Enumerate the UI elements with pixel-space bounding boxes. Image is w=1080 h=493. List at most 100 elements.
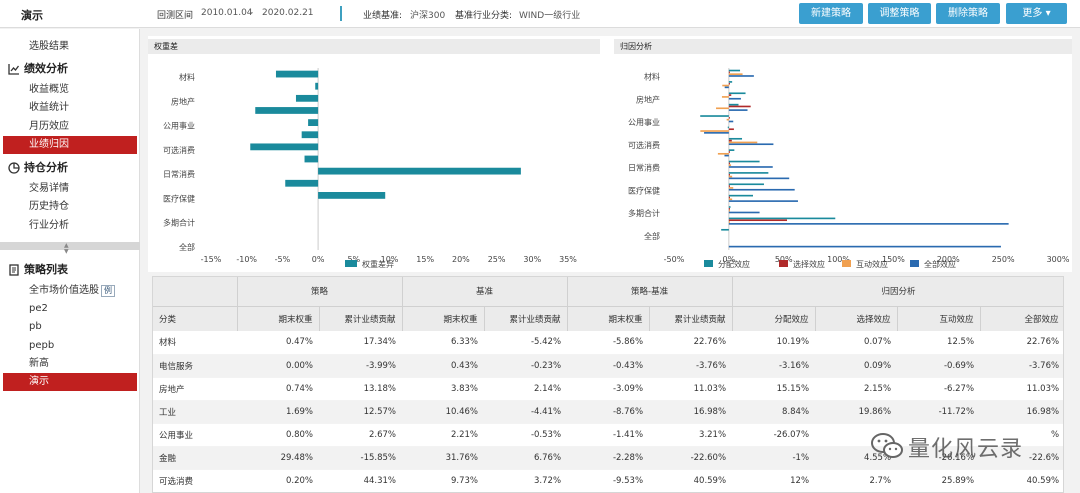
- table-cell: -0.53%: [484, 423, 568, 447]
- column-header: 期末权重: [567, 306, 650, 331]
- table-cell: -0.69%: [897, 354, 981, 378]
- sidebar-item-industry-analysis[interactable]: 行业分析: [29, 220, 69, 231]
- table-cell: 15.15%: [732, 377, 816, 401]
- table-row[interactable]: 电信服务 0.00% -3.99% 0.43% -0.23% -0.43% -3.76% -3…: [153, 354, 1063, 378]
- bar: [728, 209, 730, 212]
- bar: [727, 126, 729, 129]
- sidebar-item-performance-attribution[interactable]: 业绩归因: [3, 136, 137, 154]
- table-cell: 31.76%: [402, 446, 485, 470]
- strategy-item-pe2[interactable]: pe2: [29, 303, 48, 314]
- strategy-item-value-select[interactable]: 全市场价值选股例: [3, 282, 137, 300]
- bar: [728, 149, 735, 151]
- bar: [728, 151, 730, 153]
- table-cell: 6.76%: [484, 446, 568, 470]
- legend-swatch: [842, 260, 851, 267]
- category-label: 可选消费: [628, 140, 660, 150]
- x-tick-label: 5%: [347, 255, 360, 264]
- table-cell: 29.48%: [237, 446, 319, 470]
- holding-analysis-heading[interactable]: 持仓分析: [8, 159, 68, 177]
- strategy-item-pb[interactable]: pb: [29, 321, 42, 332]
- charts-area: 权重差 归因分析 材料 房地产 公用事业 可选消费 日常消费 医疗保健 多期合计 全部 -15%…: [148, 36, 1072, 272]
- table-row[interactable]: 工业 1.69% 12.57% 10.46% -4.41% -8.76% 16.98% 8.8…: [153, 400, 1063, 424]
- strategy-item-demo[interactable]: 演示: [3, 373, 137, 391]
- bar: [318, 167, 521, 175]
- bar: [728, 73, 743, 75]
- more-dropdown-button[interactable]: 更多 ▾: [1006, 3, 1067, 24]
- table-cell: 10.19%: [732, 331, 816, 355]
- bar: [728, 175, 733, 178]
- table-cell: 40.59%: [649, 469, 733, 492]
- bar: [728, 183, 764, 186]
- table-cell: 11.03%: [649, 377, 733, 401]
- table-row[interactable]: 公用事业 0.80% 2.67% 2.21% -0.53% -1.41% 3.21% -26.…: [153, 423, 1063, 447]
- holding-analysis-label: 持仓分析: [24, 161, 68, 174]
- bar: [728, 92, 746, 95]
- table-cell: -15.85%: [319, 446, 403, 470]
- perf-analysis-heading[interactable]: 绩效分析: [8, 60, 68, 78]
- x-tick-label: 100%: [827, 255, 850, 264]
- table-row[interactable]: 材料 0.47% 17.34% 6.33% -5.42% -5.86% 22.76% 10.1…: [153, 331, 1063, 355]
- bar: [728, 206, 731, 208]
- bar: [728, 139, 732, 142]
- weight-diff-panel-title: 权重差: [148, 39, 600, 54]
- adjust-strategy-button[interactable]: 调整策略: [868, 3, 931, 24]
- table-cell: -0.23%: [484, 354, 568, 378]
- table-row[interactable]: 可选消费 0.20% 44.31% 9.73% 3.72% -9.53% 40.59% 12%…: [153, 469, 1063, 492]
- bar: [728, 187, 734, 189]
- strategy-item-new-high[interactable]: 新高: [29, 358, 49, 369]
- table-row[interactable]: 房地产 0.74% 13.18% 3.83% 2.14% -3.09% 11.03% 15.1…: [153, 377, 1063, 401]
- bar: [724, 154, 729, 157]
- table-cell: 0.09%: [815, 354, 898, 378]
- row-category: 房地产: [153, 377, 237, 401]
- group-header-excess: 策略-基准: [567, 277, 733, 307]
- strategy-list-heading[interactable]: 策略列表: [8, 261, 68, 279]
- row-category: 工业: [153, 400, 237, 424]
- category-label: 公用事业: [628, 117, 660, 127]
- category-label: 房地产: [171, 96, 195, 106]
- table-cell: 0.47%: [237, 331, 319, 355]
- sidebar-item-return-stats[interactable]: 收益统计: [29, 102, 69, 113]
- chart-icon: [8, 64, 20, 75]
- backtest-end-date: 2020.02.21: [262, 8, 314, 18]
- table-cell: -4.41%: [484, 400, 568, 424]
- x-tick-label: -10%: [236, 255, 257, 264]
- sidebar-item-return-overview[interactable]: 收益概览: [29, 84, 69, 95]
- category-label: 全部: [644, 231, 660, 241]
- bar: [721, 228, 729, 231]
- column-header: 累计业绩贡献: [484, 306, 568, 331]
- bar: [728, 196, 730, 199]
- bar: [726, 118, 729, 121]
- table-cell: 2.67%: [319, 423, 403, 447]
- sidebar-item-history-holdings[interactable]: 历史持仓: [29, 201, 69, 212]
- bar: [700, 130, 729, 132]
- sidebar-splitter[interactable]: ▲ ▼: [0, 242, 140, 255]
- bar: [728, 172, 769, 174]
- table-cell: 0.80%: [237, 423, 319, 447]
- bar: [255, 107, 319, 114]
- table-row[interactable]: 金融 29.48% -15.85% 31.76% 6.76% -2.28% -22.60% -…: [153, 446, 1063, 470]
- delete-strategy-button[interactable]: 删除策略: [936, 3, 1000, 24]
- x-tick-label: 150%: [882, 255, 905, 264]
- legend-label: 分配效应: [718, 259, 750, 269]
- bar: [728, 137, 743, 140]
- table-cell: -3.99%: [319, 354, 403, 378]
- legend-swatch: [704, 260, 713, 267]
- category-label: 房地产: [636, 94, 660, 104]
- sidebar-item-trade-details[interactable]: 交易详情: [29, 183, 69, 194]
- pie-icon: [8, 162, 20, 174]
- x-tick-label: -15%: [201, 255, 222, 264]
- sidebar-item-select-result[interactable]: 选股结果: [29, 41, 69, 52]
- new-strategy-button[interactable]: 新建策略: [799, 3, 863, 24]
- legend-swatch: [910, 260, 919, 267]
- row-category: 金融: [153, 446, 237, 470]
- table-cell: 6.33%: [402, 331, 485, 355]
- row-category: 电信服务: [153, 354, 237, 378]
- table-cell: 22.76%: [980, 331, 1063, 355]
- strategy-item-pepb[interactable]: pepb: [29, 340, 55, 351]
- table-cell: 19.86%: [815, 400, 898, 424]
- x-tick-label: 25%: [488, 255, 506, 264]
- bar: [728, 103, 739, 106]
- table-cell: 12.5%: [897, 331, 981, 355]
- table-cell: -26.16%: [897, 446, 981, 470]
- sidebar-item-monthly-effect[interactable]: 月历效应: [29, 121, 69, 132]
